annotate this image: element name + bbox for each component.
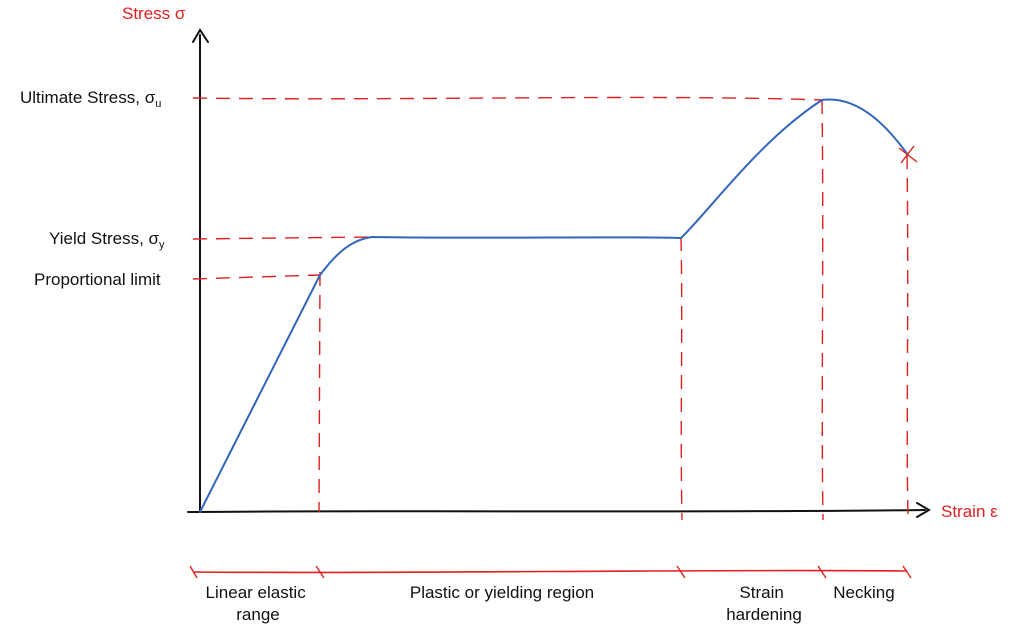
fracture-drop — [906, 154, 909, 521]
strain-hardening-start-drop — [680, 236, 683, 521]
strain-hardening-label: Strain hardening — [726, 583, 802, 624]
x-axis-arrowhead — [916, 502, 931, 518]
x-axis-label: Strain ε — [941, 502, 998, 521]
y-axis-arrowhead — [192, 28, 209, 43]
stress-strain-curve — [199, 98, 909, 513]
fracture-marker — [898, 145, 918, 164]
necking-label: Necking — [833, 583, 894, 602]
ultimate-stress-label: Ultimate Stress, σu — [20, 88, 161, 110]
y-axis — [198, 34, 202, 513]
ultimate-stress-guide — [192, 96, 823, 101]
region-tick-ultimate — [817, 565, 827, 579]
y-axis-label: Stress σ — [122, 4, 186, 23]
region-tick-proportional — [315, 565, 325, 579]
region-tick-end — [902, 565, 912, 579]
region-tick-hardening — [676, 565, 686, 579]
linear-elastic-label: Linear elastic range — [206, 583, 311, 624]
proportional-limit-label: Proportional limit — [34, 270, 161, 289]
yield-stress-guide — [192, 236, 373, 240]
proportional-limit-guide — [192, 274, 321, 280]
region-range-line — [192, 569, 908, 574]
yield-stress-label: Yield Stress, σy — [49, 229, 165, 251]
region-tick-start — [189, 565, 198, 579]
ultimate-stress-drop — [821, 99, 824, 521]
plastic-region-label: Plastic or yielding region — [410, 583, 594, 602]
x-axis — [187, 509, 926, 513]
proportional-limit-drop — [318, 271, 321, 513]
